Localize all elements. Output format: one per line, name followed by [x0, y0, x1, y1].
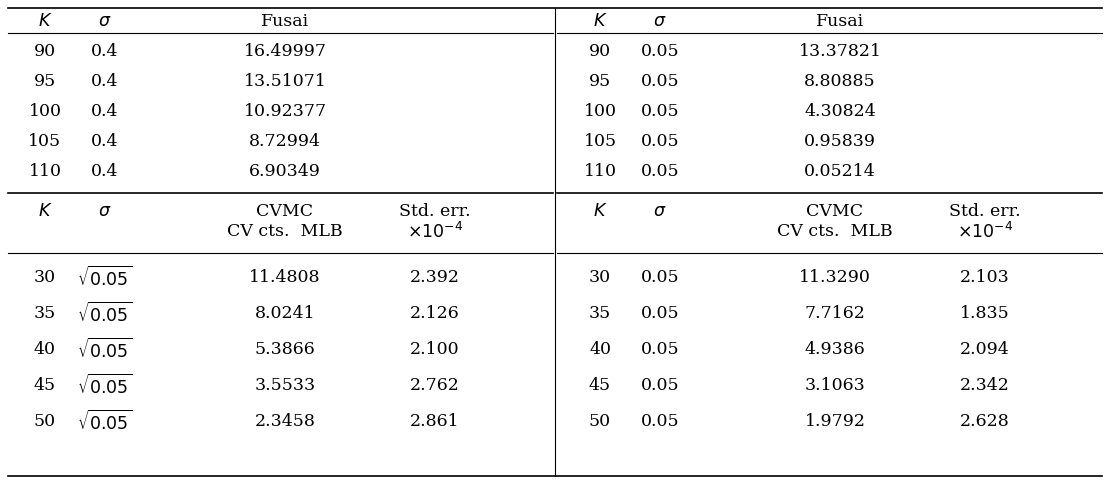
Text: 90: 90	[34, 44, 57, 60]
Text: 105: 105	[29, 134, 61, 151]
Text: CVMC: CVMC	[807, 203, 864, 221]
Text: 2.628: 2.628	[960, 413, 1010, 430]
Text: 10.92377: 10.92377	[243, 104, 326, 121]
Text: 0.05: 0.05	[640, 74, 679, 91]
Text: 95: 95	[589, 74, 612, 91]
Text: $\sigma$: $\sigma$	[99, 203, 112, 221]
Text: 45: 45	[589, 378, 612, 394]
Text: 110: 110	[29, 164, 61, 181]
Text: $\sigma$: $\sigma$	[654, 14, 667, 30]
Text: 7.7162: 7.7162	[805, 305, 866, 322]
Text: 13.37821: 13.37821	[798, 44, 881, 60]
Text: CVMC: CVMC	[256, 203, 313, 221]
Text: $K$: $K$	[38, 14, 52, 30]
Text: 0.05: 0.05	[640, 44, 679, 60]
Text: 2.861: 2.861	[411, 413, 460, 430]
Text: 4.9386: 4.9386	[805, 342, 866, 359]
Text: $K$: $K$	[38, 203, 52, 221]
Text: 2.103: 2.103	[960, 270, 1010, 287]
Text: 2.3458: 2.3458	[254, 413, 315, 430]
Text: Std. err.: Std. err.	[400, 203, 471, 221]
Text: Fusai: Fusai	[261, 14, 309, 30]
Text: 90: 90	[589, 44, 612, 60]
Text: 11.4808: 11.4808	[250, 270, 321, 287]
Text: 35: 35	[34, 305, 57, 322]
Text: $\times 10^{-4}$: $\times 10^{-4}$	[957, 222, 1013, 242]
Text: 13.51071: 13.51071	[243, 74, 326, 91]
Text: 40: 40	[589, 342, 611, 359]
Text: 0.05214: 0.05214	[804, 164, 876, 181]
Text: 0.05: 0.05	[640, 305, 679, 322]
Text: 0.05: 0.05	[640, 104, 679, 121]
Text: 0.4: 0.4	[91, 104, 119, 121]
Text: 5.3866: 5.3866	[254, 342, 315, 359]
Text: Fusai: Fusai	[816, 14, 864, 30]
Text: 35: 35	[589, 305, 612, 322]
Text: 0.4: 0.4	[91, 44, 119, 60]
Text: 30: 30	[589, 270, 612, 287]
Text: 16.49997: 16.49997	[243, 44, 326, 60]
Text: 4.30824: 4.30824	[804, 104, 876, 121]
Text: CV cts.  MLB: CV cts. MLB	[228, 224, 343, 241]
Text: 2.100: 2.100	[411, 342, 460, 359]
Text: $\sigma$: $\sigma$	[654, 203, 667, 221]
Text: $\sqrt{0.05}$: $\sqrt{0.05}$	[78, 338, 132, 362]
Text: 2.392: 2.392	[410, 270, 460, 287]
Text: $\sqrt{0.05}$: $\sqrt{0.05}$	[78, 410, 132, 434]
Text: 1.835: 1.835	[960, 305, 1010, 322]
Text: 6.90349: 6.90349	[249, 164, 321, 181]
Text: 2.126: 2.126	[410, 305, 460, 322]
Text: $\sqrt{0.05}$: $\sqrt{0.05}$	[78, 302, 132, 326]
Text: 110: 110	[584, 164, 616, 181]
Text: 0.4: 0.4	[91, 74, 119, 91]
Text: 2.094: 2.094	[960, 342, 1010, 359]
Text: 40: 40	[34, 342, 56, 359]
Text: 0.05: 0.05	[640, 134, 679, 151]
Text: $\sqrt{0.05}$: $\sqrt{0.05}$	[78, 266, 132, 290]
Text: 45: 45	[34, 378, 57, 394]
Text: 0.4: 0.4	[91, 134, 119, 151]
Text: $\sqrt{0.05}$: $\sqrt{0.05}$	[78, 374, 132, 398]
Text: 11.3290: 11.3290	[799, 270, 871, 287]
Text: 0.05: 0.05	[640, 270, 679, 287]
Text: 0.95839: 0.95839	[804, 134, 876, 151]
Text: $\times 10^{-4}$: $\times 10^{-4}$	[407, 222, 463, 242]
Text: 8.0241: 8.0241	[254, 305, 315, 322]
Text: CV cts.  MLB: CV cts. MLB	[777, 224, 892, 241]
Text: 50: 50	[589, 413, 612, 430]
Text: 0.05: 0.05	[640, 378, 679, 394]
Text: $\sigma$: $\sigma$	[99, 14, 112, 30]
Text: 2.762: 2.762	[410, 378, 460, 394]
Text: $K$: $K$	[593, 14, 607, 30]
Text: 0.05: 0.05	[640, 342, 679, 359]
Text: $K$: $K$	[593, 203, 607, 221]
Text: 3.5533: 3.5533	[254, 378, 315, 394]
Text: 8.72994: 8.72994	[249, 134, 321, 151]
Text: 0.05: 0.05	[640, 164, 679, 181]
Text: 2.342: 2.342	[960, 378, 1010, 394]
Text: 30: 30	[34, 270, 57, 287]
Text: 100: 100	[584, 104, 616, 121]
Text: 100: 100	[29, 104, 61, 121]
Text: 3.1063: 3.1063	[805, 378, 866, 394]
Text: 0.05: 0.05	[640, 413, 679, 430]
Text: 8.80885: 8.80885	[804, 74, 876, 91]
Text: 50: 50	[34, 413, 57, 430]
Text: 0.4: 0.4	[91, 164, 119, 181]
Text: Std. err.: Std. err.	[949, 203, 1021, 221]
Text: 1.9792: 1.9792	[805, 413, 866, 430]
Text: 105: 105	[584, 134, 616, 151]
Text: 95: 95	[34, 74, 57, 91]
